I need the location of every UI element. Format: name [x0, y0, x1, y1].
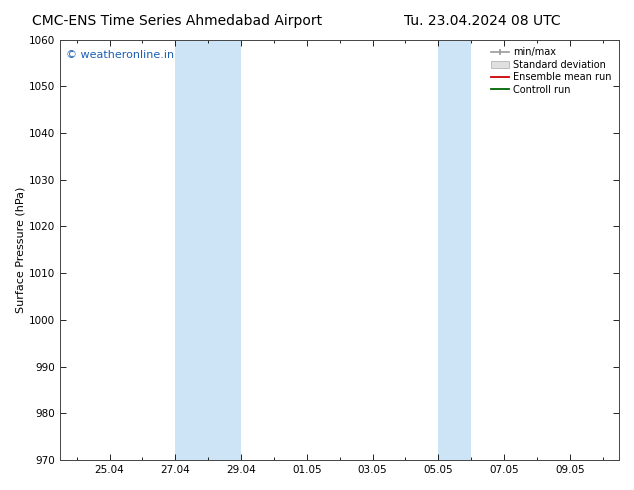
Y-axis label: Surface Pressure (hPa): Surface Pressure (hPa)	[15, 187, 25, 313]
Legend: min/max, Standard deviation, Ensemble mean run, Controll run: min/max, Standard deviation, Ensemble me…	[488, 45, 614, 98]
Text: © weatheronline.in: © weatheronline.in	[66, 50, 174, 60]
Text: CMC-ENS Time Series Ahmedabad Airport: CMC-ENS Time Series Ahmedabad Airport	[32, 14, 323, 28]
Text: Tu. 23.04.2024 08 UTC: Tu. 23.04.2024 08 UTC	[403, 14, 560, 28]
Bar	[176, 40, 241, 460]
Bar	[438, 40, 471, 460]
